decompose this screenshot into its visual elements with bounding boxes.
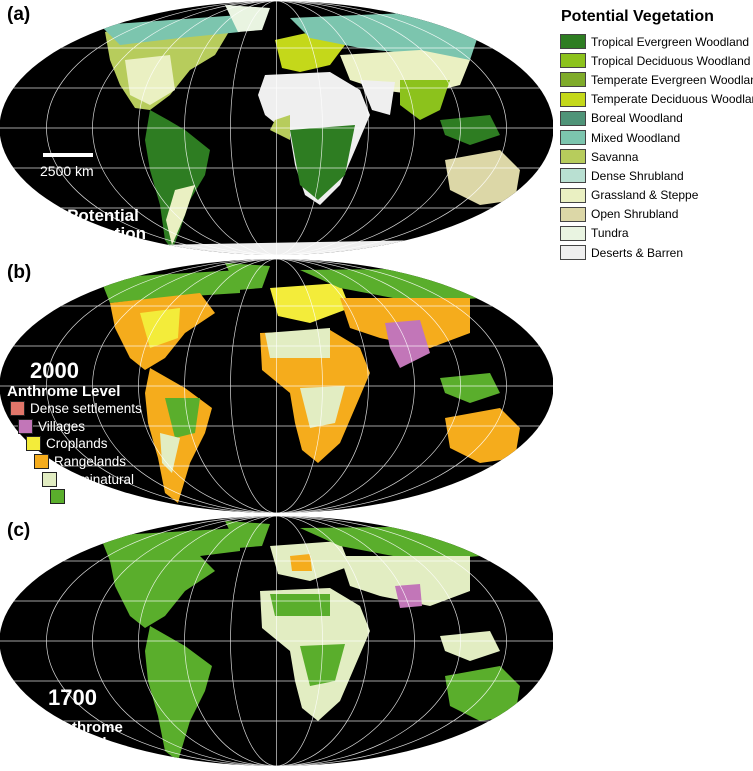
- map-potential-vegetation: [0, 1, 553, 255]
- anthrome-item-label: Seminatural: [62, 471, 135, 487]
- vegetation-legend-item: Temperate Evergreen Woodland: [560, 70, 753, 89]
- map-title-line1: Potential: [67, 206, 139, 225]
- legend-swatch: [560, 72, 586, 88]
- anthrome-item-label: Villages: [38, 418, 86, 434]
- anthrome-item-label: Dense settlements: [30, 401, 142, 417]
- vegetation-legend-item: Temperate Deciduous Woodland: [560, 90, 753, 109]
- level-title-c: Anthrome Level: [52, 720, 123, 752]
- map-title-a: Potential Vegetation: [60, 207, 146, 243]
- panel-label-c: (c): [7, 520, 31, 541]
- map-title-line2: Vegetation: [60, 223, 146, 243]
- south-america: [145, 110, 210, 250]
- legend-item-label: Temperate Deciduous Woodland: [591, 92, 753, 107]
- legend-swatch: [560, 110, 586, 126]
- anthrome-legend-item: Wildlands: [50, 488, 142, 506]
- vegetation-legend-item: Dense Shrubland: [560, 166, 753, 185]
- vegetation-legend-item: Open Shrubland: [560, 205, 753, 224]
- legend-item-label: Dense Shrubland: [591, 168, 684, 183]
- anthrome-swatch: [10, 401, 25, 417]
- legend-swatch: [560, 91, 586, 107]
- vegetation-legend-item: Tropical Deciduous Woodland: [560, 51, 753, 70]
- legend-item-label: Mixed Woodland: [591, 130, 681, 145]
- scale-label: 2500 km: [40, 163, 94, 179]
- legend-item-label: Grassland & Steppe: [591, 188, 699, 203]
- legend-swatch: [560, 168, 586, 184]
- anthrome-legend-item: Dense settlements: [10, 400, 142, 418]
- anthrome-swatch: [42, 471, 57, 487]
- vegetation-legend-item: Tropical Evergreen Woodland: [560, 32, 753, 51]
- legend-swatch: [560, 187, 586, 203]
- year-2000: 2000: [30, 358, 79, 383]
- level-line1: Anthrome: [52, 719, 123, 736]
- anthrome-swatch: [50, 489, 65, 505]
- legend-item-label: Temperate Evergreen Woodland: [591, 72, 753, 87]
- panel-b: (b): [0, 258, 553, 513]
- vegetation-legend-item: Savanna: [560, 147, 753, 166]
- panel-a: (a) 2500 km Potential Vegetation: [0, 0, 553, 255]
- vegetation-legend: Potential Vegetation Tropical Evergreen …: [560, 8, 753, 262]
- anthrome-swatch: [26, 436, 41, 452]
- legend-item-label: Tundra: [591, 226, 629, 241]
- level-line2: Level: [68, 734, 107, 752]
- legend-swatch: [560, 206, 586, 222]
- legend-swatch: [560, 53, 586, 69]
- legend-title: Potential Vegetation: [561, 8, 714, 25]
- australia: [445, 150, 520, 205]
- anthrome-legend-item: Rangelands: [34, 453, 142, 471]
- map-anthromes-1700: [0, 516, 553, 766]
- legend-item-label: Tropical Deciduous Woodland: [591, 53, 751, 68]
- panel-label-b: (b): [7, 262, 32, 283]
- anthrome-item-label: Wildlands: [70, 489, 129, 505]
- anthrome-legend-item: Villages: [18, 418, 142, 436]
- scale-bar: [43, 153, 93, 157]
- vegetation-legend-item: Boreal Woodland: [560, 109, 753, 128]
- anthrome-item-label: Croplands: [46, 436, 108, 452]
- legend-swatch: [560, 130, 586, 146]
- anthrome-legend-item: Seminatural: [42, 470, 142, 488]
- legend-swatch: [560, 225, 586, 241]
- map-anthromes-2000: [0, 259, 553, 513]
- legend-item-label: Tropical Evergreen Woodland: [591, 34, 750, 49]
- legend-swatch: [560, 34, 586, 50]
- vegetation-legend-item: Mixed Woodland: [560, 128, 753, 147]
- legend-swatch: [560, 149, 586, 165]
- legend-swatch: [560, 245, 586, 261]
- anthrome-legend-item: Croplands: [26, 435, 142, 453]
- panel-label-a: (a): [7, 4, 31, 25]
- panel-c: (c) 1700 Anthrome Level: [0, 516, 553, 771]
- vegetation-legend-item: Deserts & Barren: [560, 243, 753, 262]
- anthrome-swatch: [18, 418, 33, 434]
- anthrome-legend: 2000 Anthrome Level Dense settlements Vil…: [7, 358, 142, 506]
- vegetation-legend-item: Tundra: [560, 224, 753, 243]
- vegetation-legend-item: Grassland & Steppe: [560, 186, 753, 205]
- legend-item-label: Open Shrubland: [591, 207, 679, 222]
- anthrome-swatch: [34, 454, 49, 470]
- year-1700: 1700: [48, 685, 97, 710]
- anthrome-item-label: Rangelands: [54, 454, 127, 470]
- legend-item-label: Savanna: [591, 149, 639, 164]
- legend-item-label: Boreal Woodland: [591, 111, 683, 126]
- legend-item-label: Deserts & Barren: [591, 245, 684, 260]
- anthrome-level-title: Anthrome Level: [7, 383, 121, 400]
